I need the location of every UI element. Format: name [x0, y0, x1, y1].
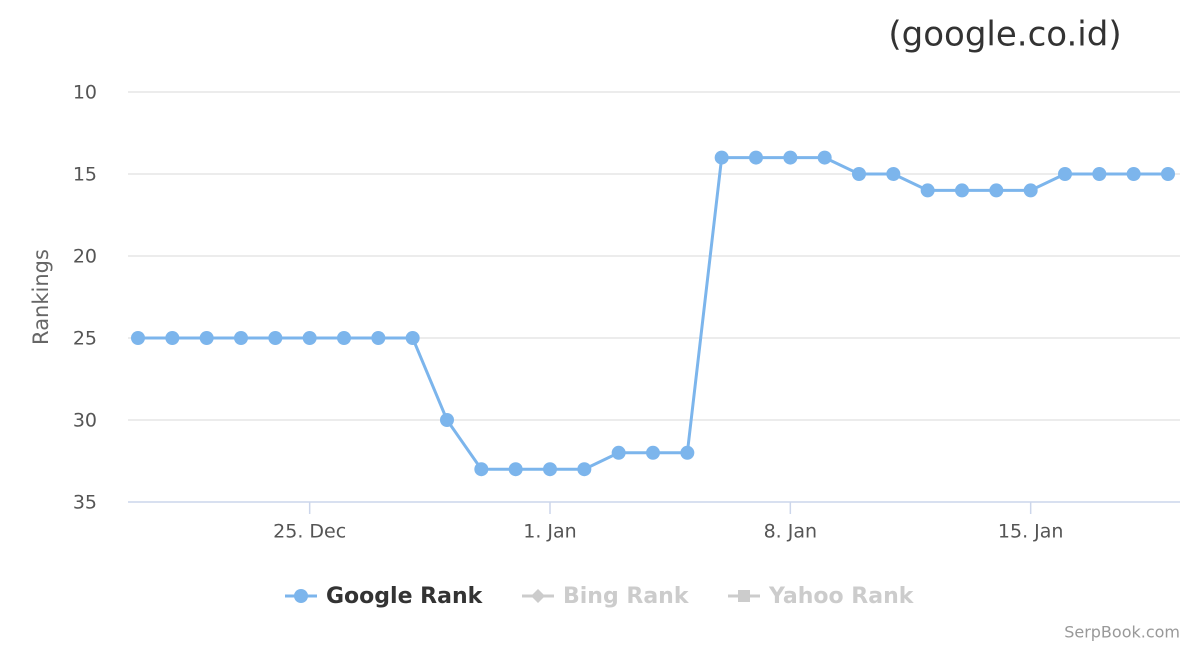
data-point — [1161, 167, 1175, 181]
legend-marker — [294, 589, 308, 603]
data-point — [955, 183, 969, 198]
data-point — [783, 150, 798, 165]
legend-item[interactable]: Google Rank — [285, 584, 484, 609]
legend-label: Yahoo Rank — [768, 584, 915, 609]
data-point — [1058, 167, 1072, 181]
legend-label: Google Rank — [326, 584, 484, 609]
legend-label: Bing Rank — [563, 584, 690, 609]
data-point — [852, 167, 866, 181]
chart-title: (google.co.id) — [888, 15, 1121, 55]
x-tick-label: 25. Dec — [273, 521, 346, 543]
y-tick-label: 25 — [73, 328, 97, 350]
data-point — [714, 150, 729, 165]
data-point — [1126, 167, 1141, 181]
y-tick-label: 10 — [73, 82, 97, 104]
data-point — [680, 445, 695, 460]
y-tick-label: 15 — [73, 164, 97, 186]
legend-item[interactable]: Yahoo Rank — [728, 584, 915, 609]
data-point — [577, 462, 592, 477]
data-point — [474, 462, 489, 477]
x-tick-label: 1. Jan — [523, 521, 576, 543]
credit: SerpBook.com — [1064, 623, 1180, 642]
data-point — [543, 462, 557, 477]
data-point — [886, 167, 901, 181]
data-point — [646, 445, 660, 460]
y-tick-label: 20 — [73, 246, 97, 268]
data-point — [1023, 183, 1038, 198]
data-point — [302, 331, 317, 345]
data-point — [611, 445, 626, 460]
data-point — [817, 150, 832, 165]
data-point — [268, 331, 283, 345]
data-point — [337, 331, 351, 345]
legend-marker — [738, 590, 750, 602]
y-axis-title: Rankings — [29, 249, 53, 345]
data-point — [749, 150, 763, 165]
x-tick-label: 15. Jan — [998, 521, 1064, 543]
data-point — [1092, 167, 1107, 181]
x-tick-label: 8. Jan — [764, 521, 817, 543]
data-point — [131, 331, 145, 345]
data-point — [371, 331, 386, 345]
data-point — [920, 183, 935, 198]
data-point — [508, 462, 523, 477]
data-point — [440, 413, 454, 427]
data-point — [989, 183, 1004, 198]
data-point — [234, 331, 248, 345]
data-point — [199, 331, 214, 345]
legend-marker — [531, 589, 545, 603]
series-line — [138, 156, 1168, 471]
data-point — [165, 331, 180, 345]
y-tick-label: 35 — [73, 492, 97, 514]
y-tick-label: 30 — [73, 410, 97, 432]
data-point — [405, 331, 420, 345]
legend-item[interactable]: Bing Rank — [522, 584, 690, 609]
